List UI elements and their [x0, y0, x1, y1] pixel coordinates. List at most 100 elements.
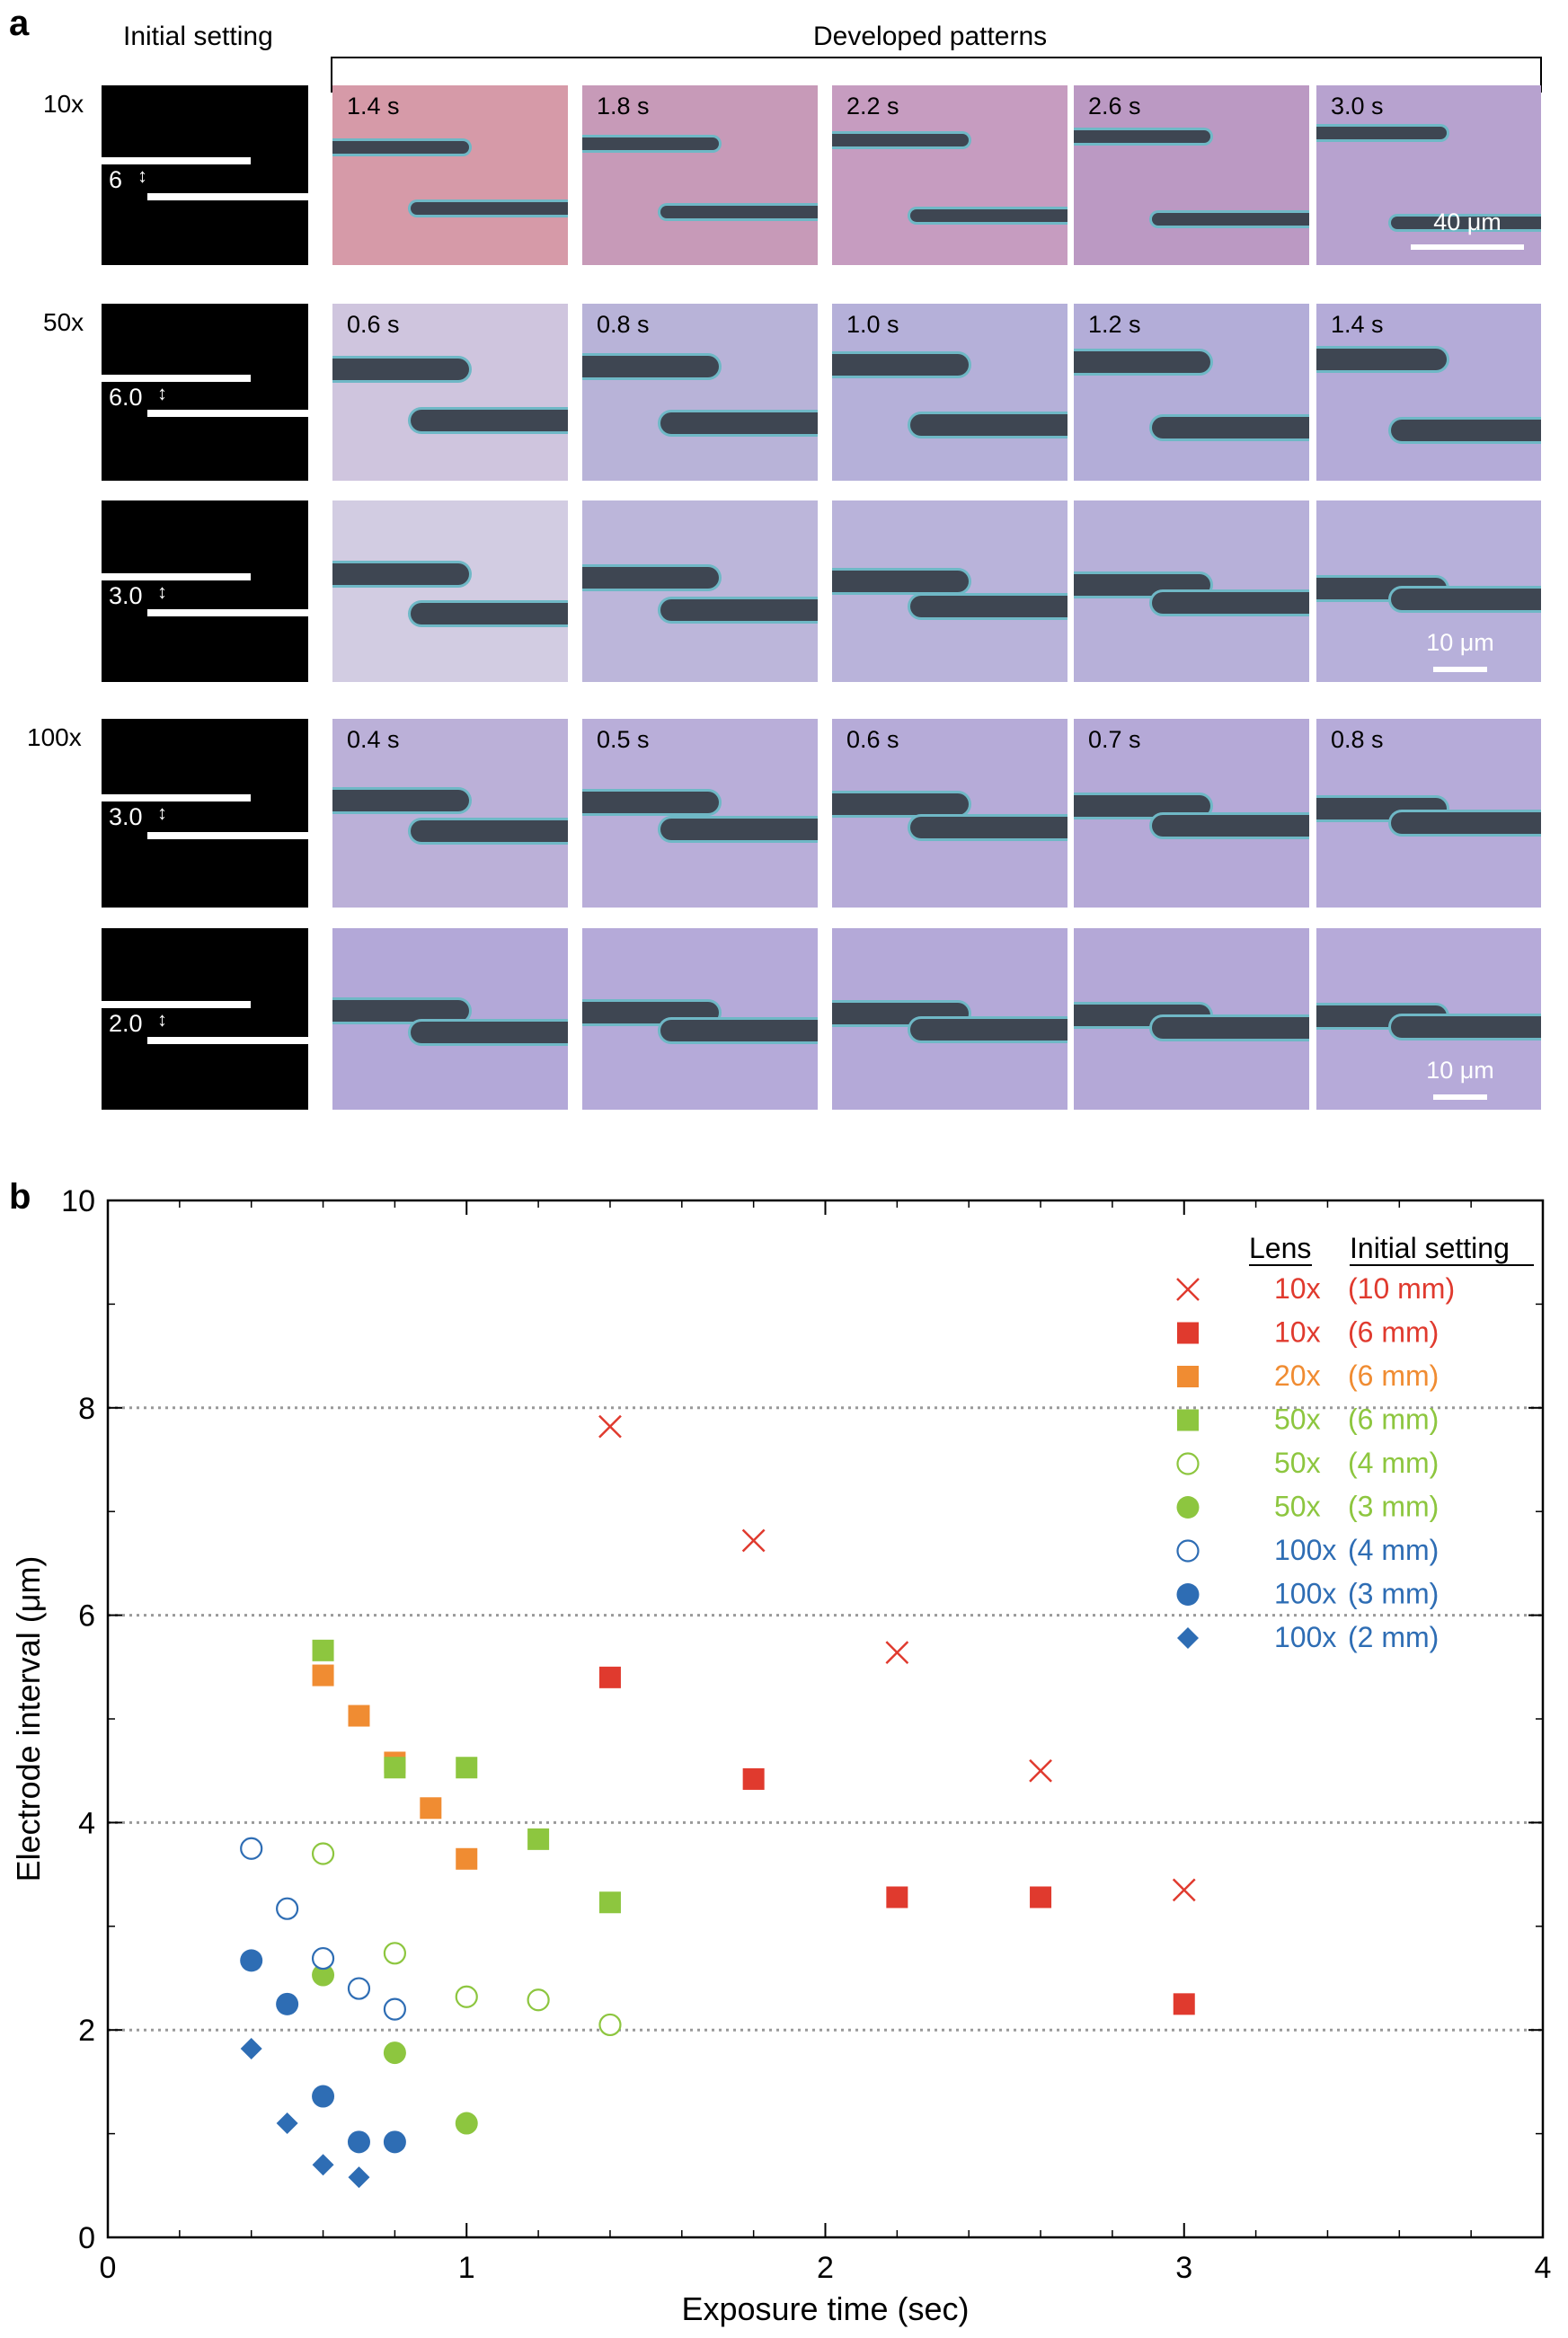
data-point	[742, 1767, 765, 1790]
legend-setting-label: (4 mm)	[1348, 1447, 1439, 1479]
gap-arrow-icon: ↕	[137, 164, 147, 187]
legend-marker	[1176, 1496, 1200, 1519]
gap-arrow-icon: ↕	[157, 382, 167, 404]
legend-lens-label: 50x	[1274, 1491, 1321, 1523]
data-point	[311, 1946, 335, 1970]
electrode-bottom	[908, 207, 1067, 225]
electrode-top	[582, 564, 722, 591]
initial-setting-schematic: 6.0 ↕	[102, 304, 308, 481]
micrograph-background	[1316, 304, 1541, 481]
data-point	[240, 1949, 263, 1972]
data-point	[741, 1528, 766, 1553]
micrograph-background	[332, 85, 568, 265]
micrograph	[832, 928, 1067, 1110]
micrograph	[582, 500, 818, 682]
plot-frame	[106, 1199, 1545, 2239]
exposure-time-label: 0.6 s	[347, 311, 400, 338]
legend-lens-label: 10x	[1274, 1272, 1321, 1305]
micrograph: 0.6 s	[832, 719, 1067, 908]
electrode-top	[102, 157, 251, 164]
electrode-bottom	[408, 407, 568, 434]
initial-setting-schematic: 3.0 ↕	[102, 719, 308, 908]
scale-bar-label: 40 μm	[1433, 208, 1502, 235]
series-group	[240, 1837, 406, 2021]
y-tick-label: 2	[78, 2014, 95, 2048]
micrograph-background	[332, 304, 568, 481]
legend-header-setting: Initial setting	[1350, 1232, 1510, 1264]
legend-marker	[1176, 1539, 1200, 1563]
electrode-top	[832, 791, 971, 818]
electrode-top	[832, 568, 971, 595]
electrode-bottom	[1388, 214, 1541, 232]
data-point	[312, 1664, 334, 1687]
electrode-bottom	[1388, 586, 1541, 613]
micrograph	[332, 928, 568, 1110]
marker-stroke	[1172, 1878, 1196, 1902]
micrograph-background	[832, 85, 1067, 265]
micrograph: 1.4 s	[332, 85, 568, 265]
data-point	[598, 2013, 622, 2037]
electrode-top	[102, 1001, 251, 1008]
micrograph	[1074, 928, 1309, 1110]
scale-bar-line	[1433, 667, 1487, 672]
y-tick-label: 8	[78, 1392, 95, 1426]
exposure-time-label: 0.4 s	[347, 726, 400, 753]
y-axis-label: Electrode interval (μm)	[10, 1556, 47, 1882]
series-group	[240, 1949, 406, 2154]
exposure-time-label: 1.4 s	[347, 93, 400, 120]
panel-b-letter: b	[9, 1177, 31, 1217]
data-point	[348, 1705, 370, 1727]
exposure-time-label: 0.7 s	[1088, 726, 1141, 753]
electrode-bottom	[658, 203, 818, 221]
electrode-top	[832, 351, 971, 378]
micrograph	[1316, 928, 1541, 1110]
electrode-top	[1316, 346, 1449, 373]
micrograph-background	[832, 304, 1067, 481]
gap-value-label: 3.0	[109, 803, 143, 830]
legend-setting-label: (10 mm)	[1348, 1272, 1455, 1305]
electrode-bottom	[147, 609, 308, 616]
y-tick-label: 0	[78, 2221, 95, 2255]
data-point	[347, 2130, 370, 2154]
data-point	[312, 1963, 335, 1987]
legend-marker	[1177, 1627, 1199, 1649]
electrode-top	[102, 794, 251, 801]
exposure-time-label: 2.6 s	[1088, 93, 1141, 120]
y-tick-label: 6	[78, 1599, 95, 1634]
data-point	[527, 1988, 550, 2012]
data-point	[598, 1666, 621, 1688]
micrograph: 1.0 s	[832, 304, 1067, 481]
micrograph: 1.8 s	[582, 85, 818, 265]
electrode-bottom	[408, 818, 568, 845]
exposure-time-label: 3.0 s	[1331, 93, 1384, 120]
x-tick-label: 2	[817, 2251, 834, 2285]
electrode-top	[332, 787, 472, 814]
data-point	[383, 1997, 406, 2021]
data-point	[348, 2166, 370, 2189]
electrode-bottom	[147, 193, 308, 200]
electrode-top	[582, 353, 722, 380]
micrograph-background	[582, 304, 818, 481]
row-lens-label: 10x	[43, 90, 84, 118]
electrode-bottom	[408, 199, 568, 217]
legend-setting-label: (6 mm)	[1348, 1316, 1439, 1349]
electrode-top	[582, 135, 722, 153]
electrode-bottom	[1149, 1014, 1309, 1041]
header-bracket-right	[1540, 57, 1542, 93]
exposure-time-label: 0.5 s	[597, 726, 650, 753]
legend-header-lens: Lens	[1249, 1232, 1311, 1264]
initial-setting-schematic: 2.0 ↕	[102, 928, 308, 1110]
data-point	[420, 1797, 442, 1820]
legend-lens-label: 10x	[1274, 1316, 1321, 1349]
electrode-bottom	[1388, 1014, 1541, 1041]
micrograph	[332, 500, 568, 682]
marker-stroke	[1029, 1758, 1052, 1783]
electrode-top	[332, 138, 472, 156]
legend-lens-label: 50x	[1274, 1447, 1321, 1479]
legend-setting-label: (4 mm)	[1348, 1534, 1439, 1566]
micrograph	[1316, 500, 1541, 682]
electrode-bottom	[658, 1017, 818, 1044]
data-point	[527, 1828, 550, 1850]
marker-stroke	[1176, 1278, 1200, 1301]
x-tick-label: 1	[458, 2251, 475, 2285]
